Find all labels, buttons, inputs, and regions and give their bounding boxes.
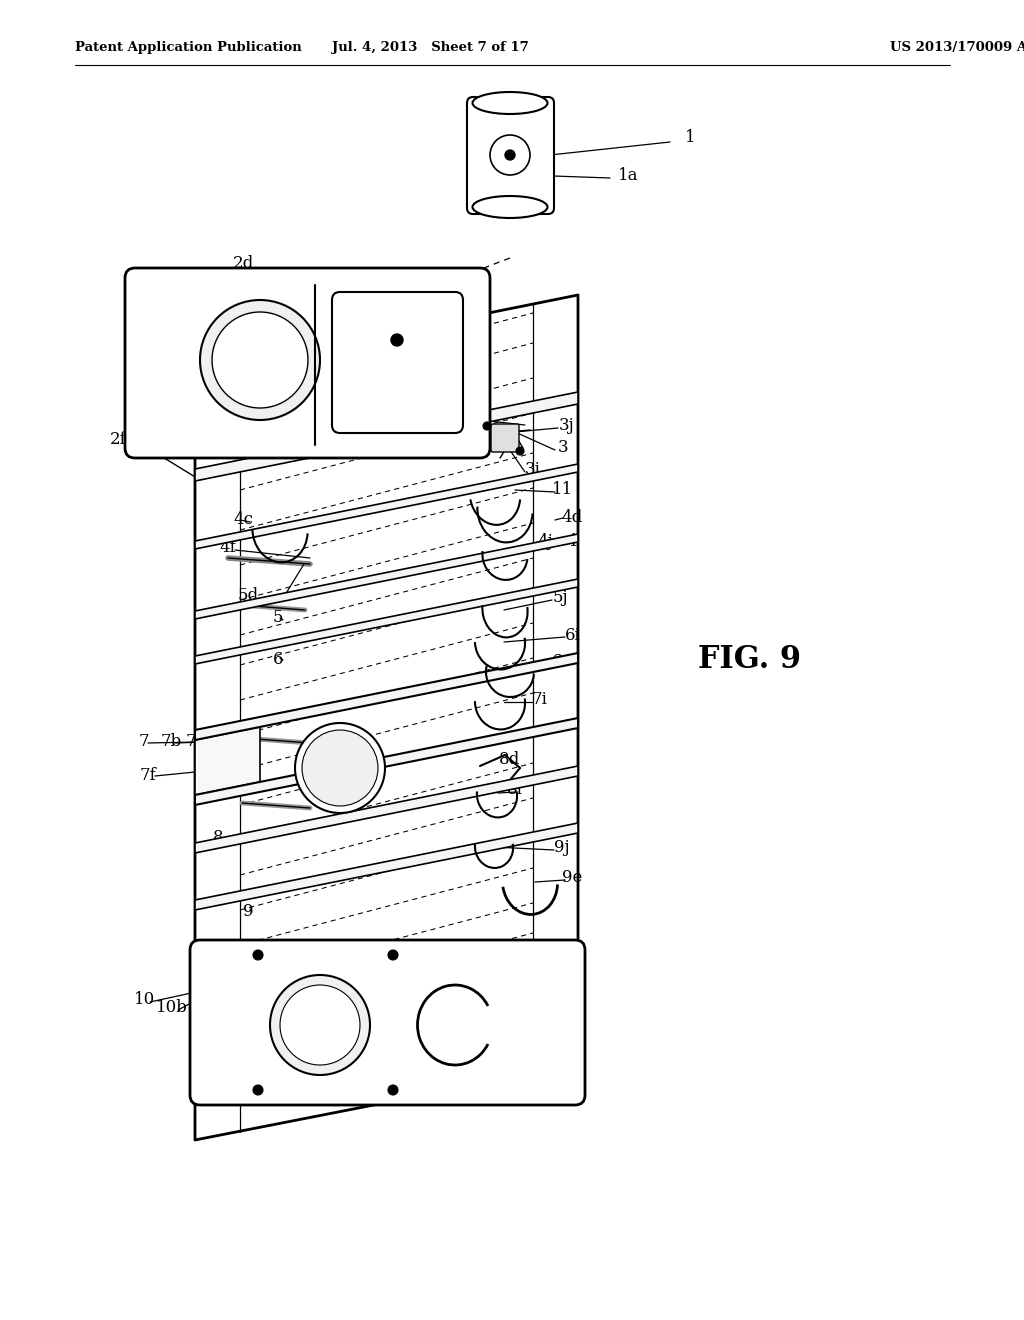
Text: 10: 10 [134, 991, 156, 1008]
FancyBboxPatch shape [490, 424, 519, 451]
Text: 2f: 2f [110, 432, 126, 449]
Text: 8: 8 [213, 829, 223, 846]
Text: 8i: 8i [507, 781, 523, 799]
FancyBboxPatch shape [467, 96, 554, 214]
FancyBboxPatch shape [332, 292, 463, 433]
Text: 11: 11 [552, 482, 573, 499]
Polygon shape [195, 535, 578, 619]
Polygon shape [195, 465, 578, 549]
Polygon shape [195, 718, 578, 805]
Text: 4c: 4c [233, 511, 253, 528]
Polygon shape [195, 766, 578, 853]
Text: 5d: 5d [238, 586, 259, 603]
Polygon shape [195, 579, 578, 664]
Circle shape [253, 1085, 263, 1096]
Polygon shape [195, 822, 578, 909]
Circle shape [253, 950, 263, 960]
Text: 2b: 2b [123, 301, 143, 318]
Text: 3: 3 [558, 440, 568, 457]
Circle shape [505, 150, 515, 160]
Circle shape [270, 975, 370, 1074]
Circle shape [302, 730, 378, 807]
Text: 1a: 1a [617, 166, 638, 183]
Text: 4d: 4d [561, 508, 583, 525]
FancyBboxPatch shape [190, 940, 585, 1105]
FancyBboxPatch shape [125, 268, 490, 458]
Text: 3i: 3i [525, 462, 541, 479]
Circle shape [391, 334, 403, 346]
Text: 1: 1 [685, 129, 695, 147]
Text: 7: 7 [138, 734, 150, 751]
Text: 7e: 7e [205, 763, 225, 780]
Ellipse shape [472, 195, 548, 218]
Text: 6: 6 [272, 652, 284, 668]
Text: 4f: 4f [219, 540, 237, 557]
Circle shape [388, 950, 398, 960]
Text: 2: 2 [142, 362, 154, 379]
Circle shape [280, 985, 360, 1065]
Circle shape [490, 135, 530, 176]
Text: 7b: 7b [161, 734, 181, 751]
Text: US 2013/170009 A1: US 2013/170009 A1 [890, 41, 1024, 54]
Text: 7i: 7i [532, 692, 548, 709]
Circle shape [212, 312, 308, 408]
Text: 2d: 2d [232, 255, 254, 272]
Circle shape [388, 1085, 398, 1096]
Text: 4j: 4j [538, 532, 553, 549]
Text: 8d: 8d [500, 751, 520, 768]
Text: 7c: 7c [186, 734, 206, 751]
Text: 9j: 9j [554, 840, 569, 857]
Ellipse shape [472, 92, 548, 114]
Circle shape [516, 447, 524, 455]
Polygon shape [195, 727, 260, 795]
Polygon shape [195, 294, 578, 1140]
Text: 6e: 6e [552, 653, 572, 671]
Circle shape [200, 300, 319, 420]
Text: Jul. 4, 2013   Sheet 7 of 17: Jul. 4, 2013 Sheet 7 of 17 [332, 41, 528, 54]
Text: FIG. 9: FIG. 9 [698, 644, 802, 676]
Text: 4: 4 [566, 532, 578, 549]
Text: 5: 5 [272, 610, 284, 627]
Text: 6i: 6i [565, 627, 581, 644]
Text: 7f: 7f [139, 767, 157, 784]
Text: 2c: 2c [145, 268, 165, 285]
Text: 9e: 9e [562, 870, 583, 887]
Text: 3j: 3j [559, 417, 574, 433]
Circle shape [483, 422, 490, 430]
Text: 2e: 2e [171, 396, 191, 413]
Polygon shape [195, 392, 578, 480]
Text: Patent Application Publication: Patent Application Publication [75, 41, 302, 54]
Polygon shape [195, 653, 578, 741]
Text: 10b: 10b [156, 999, 188, 1016]
Circle shape [295, 723, 385, 813]
Text: 5j: 5j [552, 590, 568, 606]
Text: 9: 9 [243, 903, 253, 920]
